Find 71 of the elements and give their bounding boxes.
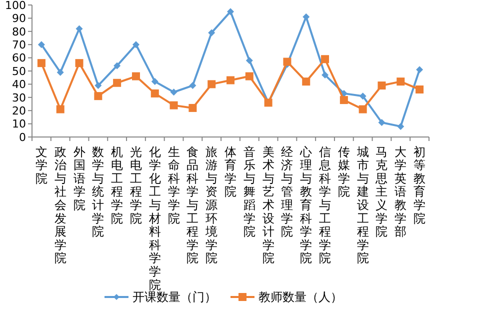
point <box>416 85 424 94</box>
point <box>226 76 234 84</box>
y-tick-label: 10 <box>12 118 26 131</box>
point <box>189 82 196 90</box>
y-tick-label: 90 <box>12 12 26 26</box>
point <box>302 13 310 20</box>
x-tick-label: 经济与管理学院 <box>281 144 294 239</box>
point <box>321 55 330 64</box>
category-label: 食品科学与工程学院 <box>186 144 199 266</box>
y-tick-label: 80 <box>12 25 26 38</box>
point <box>94 92 102 100</box>
y-tick-label: 70 <box>12 38 26 52</box>
point <box>56 105 64 114</box>
point <box>37 59 46 68</box>
point <box>396 78 405 86</box>
x-tick-label: 大学英语教学部 <box>394 144 407 239</box>
point <box>114 62 121 70</box>
point <box>358 105 367 114</box>
point <box>208 80 216 88</box>
point <box>227 8 234 16</box>
point <box>76 25 83 32</box>
x-tick-label: 光电工程学院 <box>130 144 142 226</box>
x-tick-label: 文学院 <box>35 144 48 186</box>
y-tick-label: 40 <box>12 78 26 92</box>
point <box>208 29 216 36</box>
point <box>302 78 310 86</box>
point <box>132 41 140 48</box>
legend-label: 开课数量（门） <box>132 290 216 304</box>
x-tick-label: 传媒学院 <box>338 144 350 199</box>
point <box>170 101 178 110</box>
x-tick-label: 外国语学院 <box>73 144 86 212</box>
y-tick-label: 20 <box>12 104 26 118</box>
x-tick-label: 体育学院 <box>224 144 236 199</box>
legend-label: 教师数量（人） <box>258 290 342 304</box>
category-label: 信息科学与工程学院 <box>319 144 332 266</box>
y-tick-label: 0 <box>19 130 26 144</box>
point <box>113 78 122 87</box>
point <box>75 59 84 68</box>
point <box>397 122 404 130</box>
point <box>378 82 386 90</box>
point <box>340 96 348 104</box>
x-tick-label: 机电工程学院 <box>111 144 124 226</box>
point <box>150 89 159 98</box>
y-tick-label: 100 <box>5 0 26 12</box>
category-label: 美术与艺术设计学院 <box>262 144 274 266</box>
y-tick-label: 30 <box>12 91 26 104</box>
point <box>132 72 140 80</box>
point <box>246 56 253 64</box>
x-tick-label: 音乐与舞蹈学院 <box>243 144 256 239</box>
point <box>359 92 366 100</box>
x-tick-label: 生命科学学院 <box>168 144 180 226</box>
category-label: 心理与教育科学学院 <box>300 144 312 266</box>
point <box>245 72 254 80</box>
y-tick-label: 60 <box>12 52 26 65</box>
x-tick-label: 马克思主义学院 <box>374 144 388 239</box>
point <box>378 118 386 126</box>
x-tick-label: 初等教育学院 <box>414 144 426 226</box>
point <box>94 82 102 90</box>
point <box>416 66 424 74</box>
category-label: 化学化工与材料科学学院 <box>148 144 161 292</box>
point <box>170 88 178 96</box>
category-label: 旅游与资源环境学院 <box>206 144 218 266</box>
point <box>56 68 64 76</box>
category-label: 城市与建设工程学院 <box>356 144 369 266</box>
point <box>188 104 197 112</box>
point <box>38 41 45 48</box>
point <box>151 78 158 86</box>
x-tick-label: 数学与统计学院 <box>92 144 104 239</box>
y-tick-label: 50 <box>12 64 26 78</box>
category-label: 政治与社会发展学院 <box>54 144 66 266</box>
point <box>322 71 329 78</box>
